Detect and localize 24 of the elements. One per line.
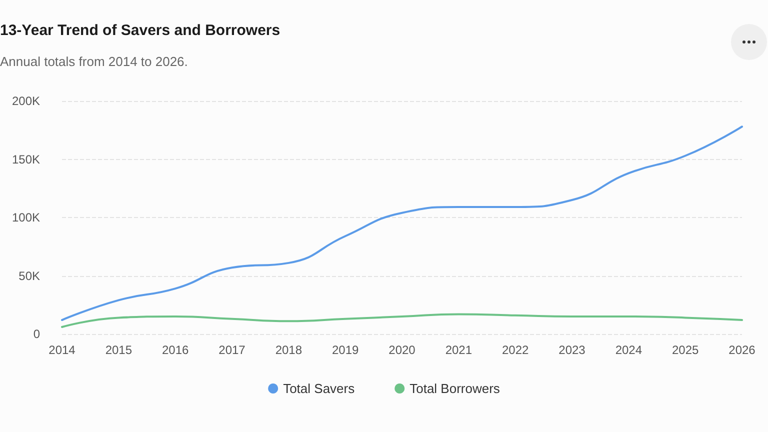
x-tick-label: 2018 — [275, 343, 302, 357]
x-tick-label: 2021 — [445, 343, 472, 357]
legend-label: Total Borrowers — [410, 381, 500, 396]
chart-title: 13-Year Trend of Savers and Borrowers — [0, 22, 280, 39]
chart-subtitle: Annual totals from 2014 to 2026. — [0, 54, 188, 69]
line-series — [61, 126, 743, 322]
x-tick-label: 2017 — [218, 343, 246, 357]
legend-label: Total Savers — [283, 381, 356, 396]
x-tick-label: 2022 — [502, 343, 530, 357]
y-tick-label: 150K — [12, 152, 40, 166]
x-tick-label: 2014 — [48, 343, 76, 357]
y-tick-label: 200K — [12, 94, 40, 108]
y-tick-label: 0 — [33, 327, 40, 341]
x-tick-label: 2026 — [728, 343, 756, 357]
line-series — [61, 313, 743, 328]
x-tick-label: 2015 — [105, 343, 132, 357]
x-tick-label: 2023 — [558, 343, 586, 357]
y-tick-label: 100K — [12, 210, 40, 224]
x-tick-label: 2025 — [672, 343, 700, 357]
x-tick-label: 2016 — [162, 343, 190, 357]
x-tick-label: 2019 — [332, 343, 360, 357]
x-tick-label: 2024 — [615, 343, 642, 357]
x-tick-label: 2020 — [388, 343, 416, 357]
y-tick-label: 50K — [18, 268, 40, 283]
